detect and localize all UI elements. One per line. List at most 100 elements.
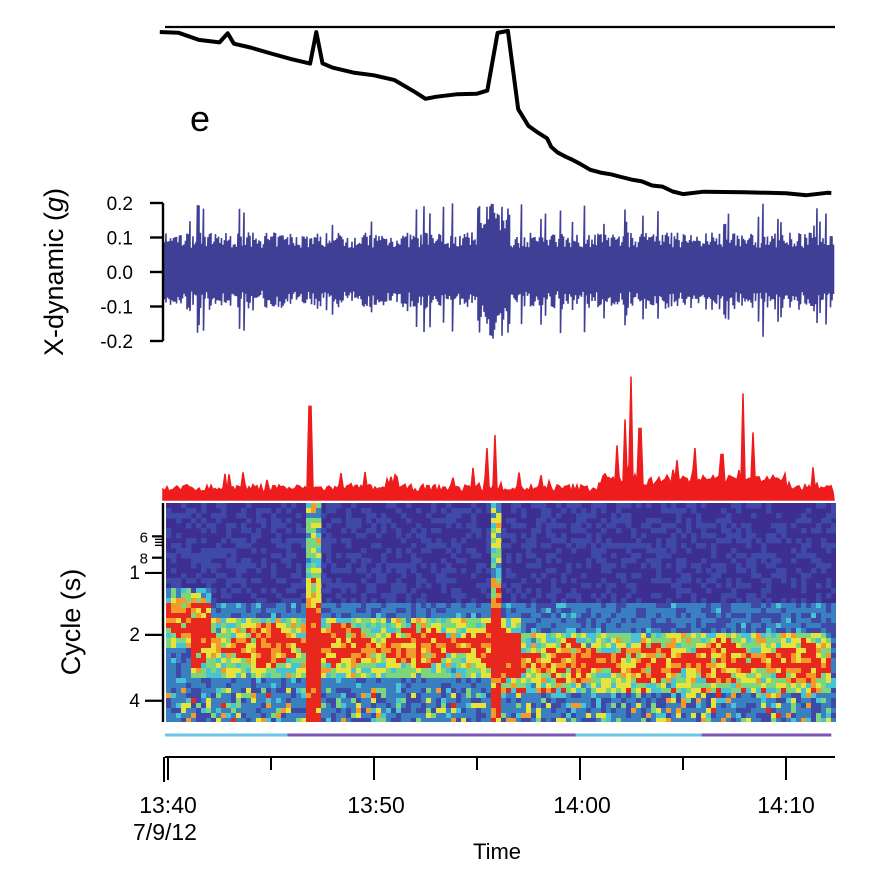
spectrogram-cell [566,543,572,549]
spectrogram-cell [406,703,412,709]
spectrogram-cell [306,553,312,559]
spectrogram-cell [276,703,282,709]
spectrogram-cell [326,608,332,614]
spectrogram-cell [336,688,342,694]
spectrogram-cell [326,683,332,689]
spectrogram-cell [576,678,582,684]
spectrogram-cell [616,618,622,624]
spectrogram-cell [536,578,542,584]
spectrogram-cell [201,578,207,584]
spectrogram-cell [826,593,832,599]
spectrogram-cell [746,503,752,509]
spectrogram-cell [776,703,782,709]
spectrogram-cell [396,583,402,589]
spectrogram-cell [281,648,287,654]
spectrogram-cell [691,678,697,684]
spectrogram-cell [696,658,702,664]
spectrogram-cell [411,663,417,669]
spectrogram-cell [206,553,212,559]
spectrogram-cell [486,593,492,599]
spectrogram-cell [806,668,812,674]
spectrogram-cell [661,713,667,719]
spectrogram-cell [166,513,172,519]
spectrogram-cell [741,688,747,694]
spectrogram-cell [661,553,667,559]
spectrogram-cell [506,628,512,634]
spectrogram-cell [416,663,422,669]
spectrogram-cell [566,628,572,634]
spectrogram-cell [651,633,657,639]
spectrogram-cell [456,703,462,709]
spectrogram-cell [401,583,407,589]
spectrogram-cell [181,708,187,714]
spectrogram-cell [746,538,752,544]
spectrogram-cell [501,693,507,699]
spectrogram-cell [511,708,517,714]
spectrogram-cell [611,653,617,659]
spectrogram-cell [596,648,602,654]
spectrogram-cell [351,708,357,714]
spectrogram-cell [591,688,597,694]
spectrogram-cell [231,713,237,719]
spectrogram-cell [221,643,227,649]
spectrogram-cell [266,713,272,719]
spectrogram-cell [821,718,827,722]
spectrogram-cell [576,518,582,524]
spectrogram-cell [426,713,432,719]
spectrogram-cell [466,698,472,704]
spectrogram-cell [436,703,442,709]
spectrogram-cell [616,668,622,674]
spectrogram-cell [191,633,197,639]
spectrogram-cell [451,688,457,694]
spectrogram-cell [326,583,332,589]
spectrogram-cell [351,678,357,684]
spectrogram-cell [286,688,292,694]
spectrogram-cell [206,628,212,634]
spectrogram-cell [761,698,767,704]
spectrogram-cell [406,668,412,674]
spectrogram-cell [766,683,772,689]
spectrogram-cell [731,683,737,689]
spectrogram-cell [426,663,432,669]
spectrogram-cell [826,703,832,709]
spectrogram-cell [331,633,337,639]
spectrogram-cell [326,623,332,629]
spectrogram-cell [771,668,777,674]
spectrogram-cell [336,643,342,649]
spectrogram-cell [561,598,567,604]
spectrogram-cell [641,703,647,709]
spectrogram-cell [441,508,447,514]
spectrogram-cell [496,648,502,654]
spectrogram-cell [401,613,407,619]
spectrogram-cell [331,673,337,679]
spectrogram-cell [391,683,397,689]
spectrogram-cell [541,668,547,674]
spectrogram-cell [596,598,602,604]
spectrogram-cell [326,693,332,699]
spectrogram-cell [396,713,402,719]
spectrogram-cell [326,628,332,634]
spectrogram-cell [546,533,552,539]
spectrogram-cell [511,688,517,694]
spectrogram-cell [801,603,807,609]
spectrogram-cell [416,583,422,589]
spectrogram-cell [706,633,712,639]
spectrogram-cell [331,713,337,719]
spectrogram-cell [411,648,417,654]
spectrogram-cell [731,658,737,664]
spectrogram-cell [436,603,442,609]
spectrogram-cell [711,658,717,664]
spectrogram-cell [556,618,562,624]
spectrogram-cell [411,613,417,619]
spectrogram-cell [216,693,222,699]
spectrogram-cell [366,513,372,519]
spectrogram-cell [566,698,572,704]
spectrogram-cell [176,593,182,599]
spectrogram-cell [756,668,762,674]
spectrogram-cell [271,668,277,674]
spectrogram-cell [531,688,537,694]
spectrogram-cell [271,703,277,709]
spectrogram-cell [636,573,642,579]
spectrogram-cell [771,698,777,704]
spectrogram-cell [701,698,707,704]
